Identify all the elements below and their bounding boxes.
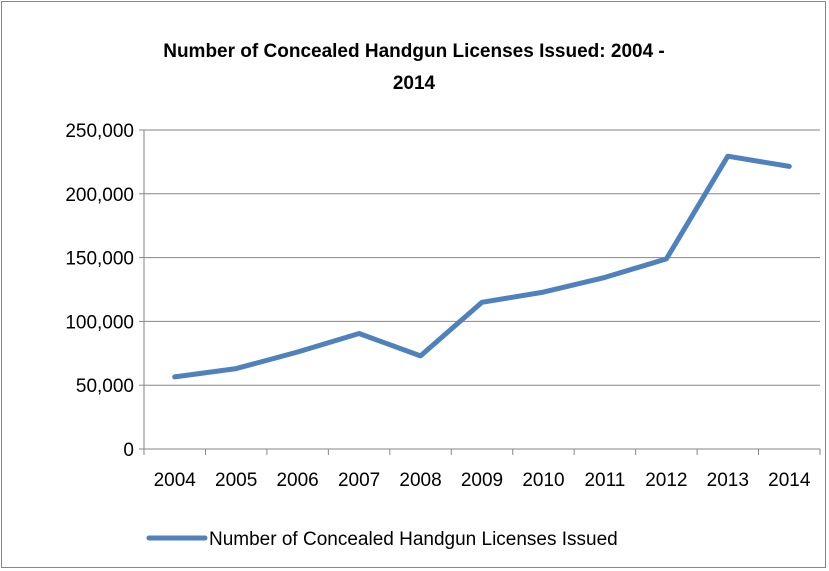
x-tick-label: 2009 — [461, 470, 503, 491]
x-tick-label: 2005 — [215, 470, 257, 491]
series-line — [172, 153, 792, 380]
x-tick-label: 2014 — [768, 470, 811, 491]
axes — [139, 129, 821, 455]
x-tick-label: 2006 — [276, 470, 318, 491]
x-tick-label: 2007 — [338, 470, 380, 491]
x-tick-label: 2010 — [522, 470, 564, 491]
legend: Number of Concealed Handgun Licenses Iss… — [146, 529, 618, 550]
x-tick-label: 2011 — [584, 470, 625, 491]
x-tick-label: 2004 — [154, 470, 197, 491]
y-tick-label: 50,000 — [76, 376, 134, 397]
chart-title-line-2: 2014 — [393, 73, 436, 94]
x-axis-tick-labels: 2004 2005 2006 2007 2008 2009 2010 2011 2012 2013… — [154, 470, 811, 491]
x-tick-label: 2012 — [645, 470, 687, 491]
y-tick-label: 0 — [123, 440, 134, 461]
y-tick-label: 100,000 — [65, 312, 134, 333]
y-tick-label: 250,000 — [65, 121, 134, 142]
y-tick-label: 200,000 — [65, 185, 134, 206]
y-tick-label: 150,000 — [65, 249, 134, 270]
series-lines — [172, 153, 792, 380]
legend-label: Number of Concealed Handgun Licenses Iss… — [209, 529, 618, 550]
chart-title-line-1: Number of Concealed Handgun Licenses Iss… — [163, 41, 665, 62]
x-tick-label: 2008 — [399, 470, 441, 491]
y-axis-tick-labels: 0 50,000 100,000 150,000 200,000 250,000 — [65, 121, 134, 461]
x-tick-label: 2013 — [707, 470, 749, 491]
